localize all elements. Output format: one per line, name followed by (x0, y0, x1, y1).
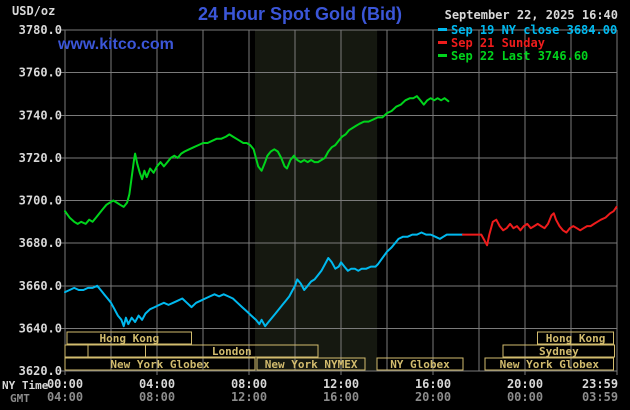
y-axis-unit-label: USD/oz (12, 4, 56, 18)
legend-label: Sep 21 Sunday (451, 35, 545, 50)
legend-line-swatch (438, 54, 447, 57)
y-axis-tick-label: 3680.0 (19, 236, 62, 250)
y-axis-tick-label: 3660.0 (19, 279, 62, 293)
x-axis-tick-label: 00:00 (507, 390, 543, 404)
y-axis-tick-label: 3760.0 (19, 66, 62, 80)
svg-text:Sydney: Sydney (539, 345, 579, 358)
svg-text:New York Globex: New York Globex (500, 358, 600, 371)
legend-item-sep19-close: Sep 19 NY close 3684.00 (438, 22, 618, 37)
y-axis-tick-label: 3640.0 (19, 321, 62, 335)
series-sep-21-sunday (461, 205, 618, 247)
y-axis-tick-label: 3740.0 (19, 108, 62, 122)
legend-item-sep21-sunday: Sep 21 Sunday (438, 35, 617, 50)
series-sep-19 (64, 231, 464, 328)
svg-text:NY Globex: NY Globex (390, 358, 450, 371)
x-axis-tick-label: 08:00 (139, 390, 175, 404)
x-axis-tick-label: 23:59 (582, 377, 618, 391)
svg-text:New York Globex: New York Globex (110, 358, 210, 371)
legend-label: Sep 22 Last 3746.60 (451, 48, 589, 63)
legend-line-swatch (438, 41, 447, 44)
x-axis-tick-label: 20:00 (415, 390, 451, 404)
x-axis-tick-label: 16:00 (415, 377, 451, 391)
x-axis-tick-label: 04:00 (47, 390, 83, 404)
x-axis-tick-label: 20:00 (507, 377, 543, 391)
legend-item-sep22-last: Sep 22 Last 3746.60 (438, 48, 617, 63)
x-axis-tick-label: 08:00 (231, 377, 267, 391)
svg-text:Hong Kong: Hong Kong (99, 332, 159, 345)
chart-datetime: September 22, 2025 16:40 (444, 8, 618, 22)
y-axis-tick-label: 3720.0 (19, 151, 62, 165)
x-axis-name-ny-time: NY Time (2, 379, 49, 392)
x-axis-tick-label: 12:00 (231, 390, 267, 404)
kitco-watermark: www.kitco.com (58, 36, 174, 53)
legend: Sep 19 NY close 3684.00 Sep 21 Sunday Se… (438, 22, 618, 63)
svg-text:London: London (212, 345, 252, 358)
y-axis-tick-label: 3700.0 (19, 194, 62, 208)
chart-title: 24 Hour Spot Gold (Bid) (198, 4, 402, 24)
legend-label: Sep 19 NY close 3684.00 (451, 22, 618, 37)
x-axis-tick-label: 12:00 (323, 377, 359, 391)
legend-line-swatch (438, 28, 447, 31)
svg-text:Hong Kong: Hong Kong (546, 332, 606, 345)
y-axis-tick-label: 3620.0 (19, 364, 62, 378)
svg-text:New York NYMEX: New York NYMEX (265, 358, 358, 371)
y-axis-tick-label: 3780.0 (19, 23, 62, 37)
gridlines (60, 29, 618, 375)
x-axis-tick-label: 03:59 (582, 390, 618, 404)
x-axis-name-gmt: GMT (10, 392, 30, 405)
series-sep-22 (64, 95, 450, 225)
x-axis-tick-label: 00:00 (47, 377, 83, 391)
x-axis-tick-label: 16:00 (323, 390, 359, 404)
x-axis-tick-label: 04:00 (139, 377, 175, 391)
